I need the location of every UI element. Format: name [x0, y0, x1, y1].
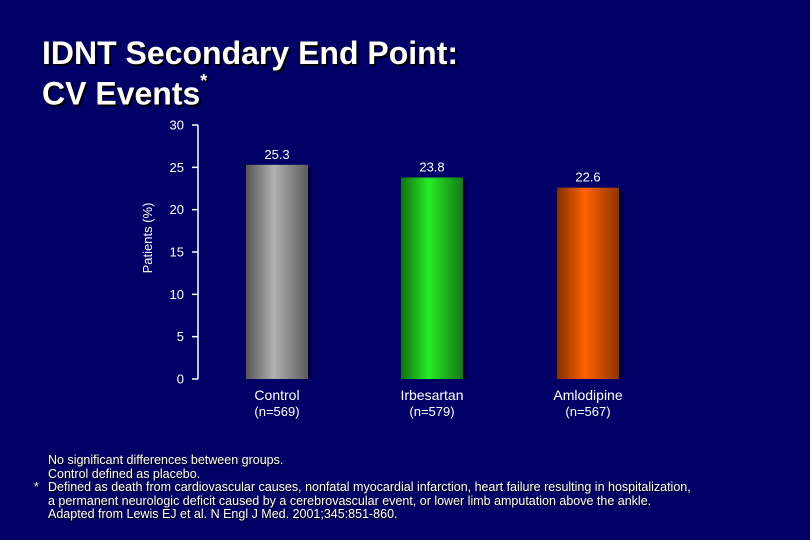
category-subtitle-irbesartan: (n=579): [409, 404, 454, 419]
category-label-irbesartan: Irbesartan: [400, 387, 463, 403]
category-label-amlodipine: Amlodipine: [553, 387, 622, 403]
category-label-control: Control: [254, 387, 299, 403]
title-line-2: CV Events*: [42, 70, 458, 111]
footnote-3-text: Defined as death from cardiovascular cau…: [48, 480, 691, 494]
y-tick-label-15: 15: [170, 245, 184, 260]
bar-control: [246, 164, 308, 379]
title-asterisk: *: [200, 71, 208, 91]
footnote-asterisk: *: [34, 480, 39, 494]
y-tick-label-10: 10: [170, 287, 184, 302]
title-line-2-text: CV Events: [42, 75, 201, 112]
category-subtitle-amlodipine: (n=567): [565, 404, 610, 419]
footnote-4: a permanent neurologic deficit caused by…: [48, 493, 652, 508]
y-tick-label-5: 5: [177, 329, 184, 344]
bar-amlodipine: [557, 187, 619, 379]
value-label-amlodipine: 22.6: [575, 170, 600, 185]
y-tick-label-25: 25: [170, 160, 184, 175]
slide-title: IDNT Secondary End Point: CV Events*: [42, 36, 458, 111]
footnotes: No significant differences between group…: [34, 453, 691, 522]
footnote-3: * Defined as death from cardiovascular ca…: [34, 480, 691, 495]
y-tick-label-20: 20: [170, 202, 184, 217]
y-tick-label-30: 30: [170, 118, 184, 133]
footnote-5: Adapted from Lewis EJ et al. N Engl J Me…: [48, 507, 398, 521]
bar-irbesartan: [401, 177, 463, 379]
y-tick-label-0: 0: [177, 372, 184, 387]
category-subtitle-control: (n=569): [254, 404, 299, 419]
title-line-1: IDNT Secondary End Point:: [42, 35, 459, 71]
value-label-irbesartan: 23.8: [419, 159, 444, 174]
footnote-2: Control defined as placebo.: [48, 466, 201, 481]
y-axis-label: Patients (%): [140, 203, 155, 274]
value-label-control: 25.3: [264, 147, 289, 162]
footnote-1: No significant differences between group…: [48, 453, 284, 467]
